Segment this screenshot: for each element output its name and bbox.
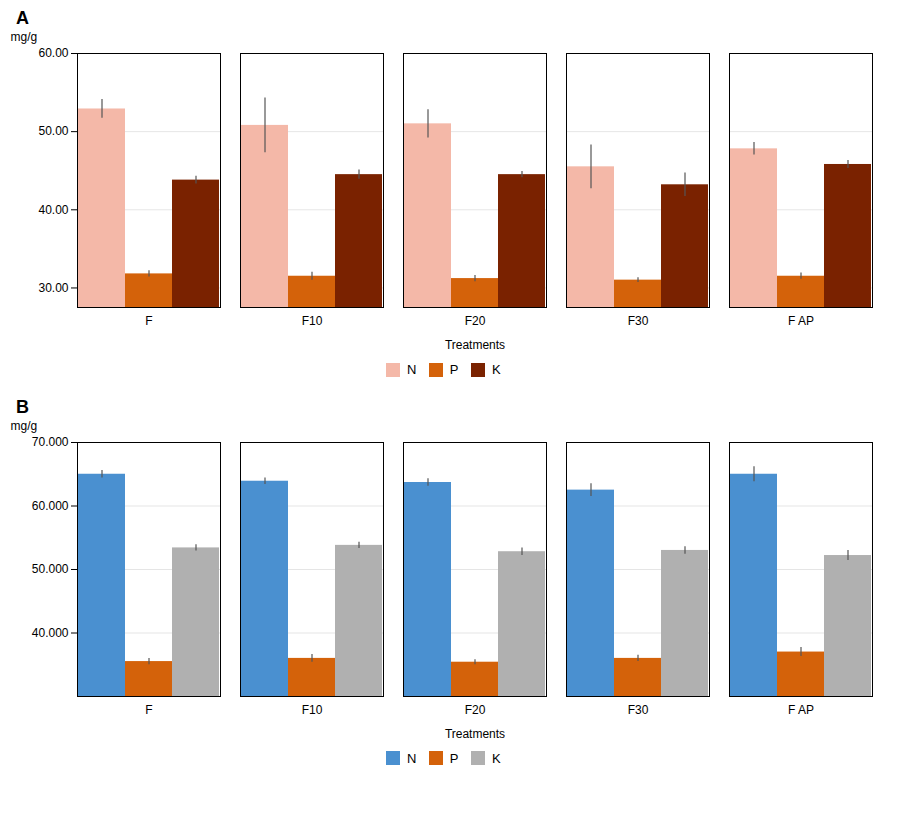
html-text:N: N bbox=[406, 362, 417, 377]
svg-text:F: F bbox=[145, 314, 152, 328]
svg-text:Treatments: Treatments bbox=[445, 726, 505, 740]
html-text:P: P bbox=[449, 362, 459, 377]
svg-text:30.00: 30.00 bbox=[38, 281, 68, 295]
html-text:B: B bbox=[16, 396, 29, 417]
html-text:P: P bbox=[449, 750, 459, 766]
svg-text:F AP: F AP bbox=[788, 314, 814, 328]
svg-text:50.000: 50.000 bbox=[32, 562, 69, 576]
html-text:A: A bbox=[16, 8, 29, 28]
svg-text:40.00: 40.00 bbox=[38, 203, 68, 217]
svg-text:50.00: 50.00 bbox=[38, 124, 68, 138]
svg-text:F: F bbox=[145, 703, 152, 717]
svg-text:F20: F20 bbox=[465, 703, 486, 717]
svg-text:60.000: 60.000 bbox=[32, 498, 69, 512]
html-text:N: N bbox=[406, 750, 417, 766]
html-text:K: K bbox=[491, 750, 501, 766]
svg-text:F10: F10 bbox=[302, 703, 323, 717]
svg-text:F30: F30 bbox=[628, 703, 649, 717]
svg-text:60.00: 60.00 bbox=[38, 46, 68, 60]
html-text:K: K bbox=[491, 362, 501, 377]
svg-text:F30: F30 bbox=[628, 314, 649, 328]
svg-text:F AP: F AP bbox=[788, 703, 814, 717]
svg-text:Treatments: Treatments bbox=[445, 338, 505, 352]
svg-text:F20: F20 bbox=[465, 314, 486, 328]
svg-text:70.000: 70.000 bbox=[32, 435, 69, 449]
svg-text:40.000: 40.000 bbox=[32, 625, 69, 639]
svg-text:mg/g: mg/g bbox=[11, 419, 38, 433]
svg-text:F10: F10 bbox=[302, 314, 323, 328]
svg-text:mg/g: mg/g bbox=[11, 30, 38, 44]
